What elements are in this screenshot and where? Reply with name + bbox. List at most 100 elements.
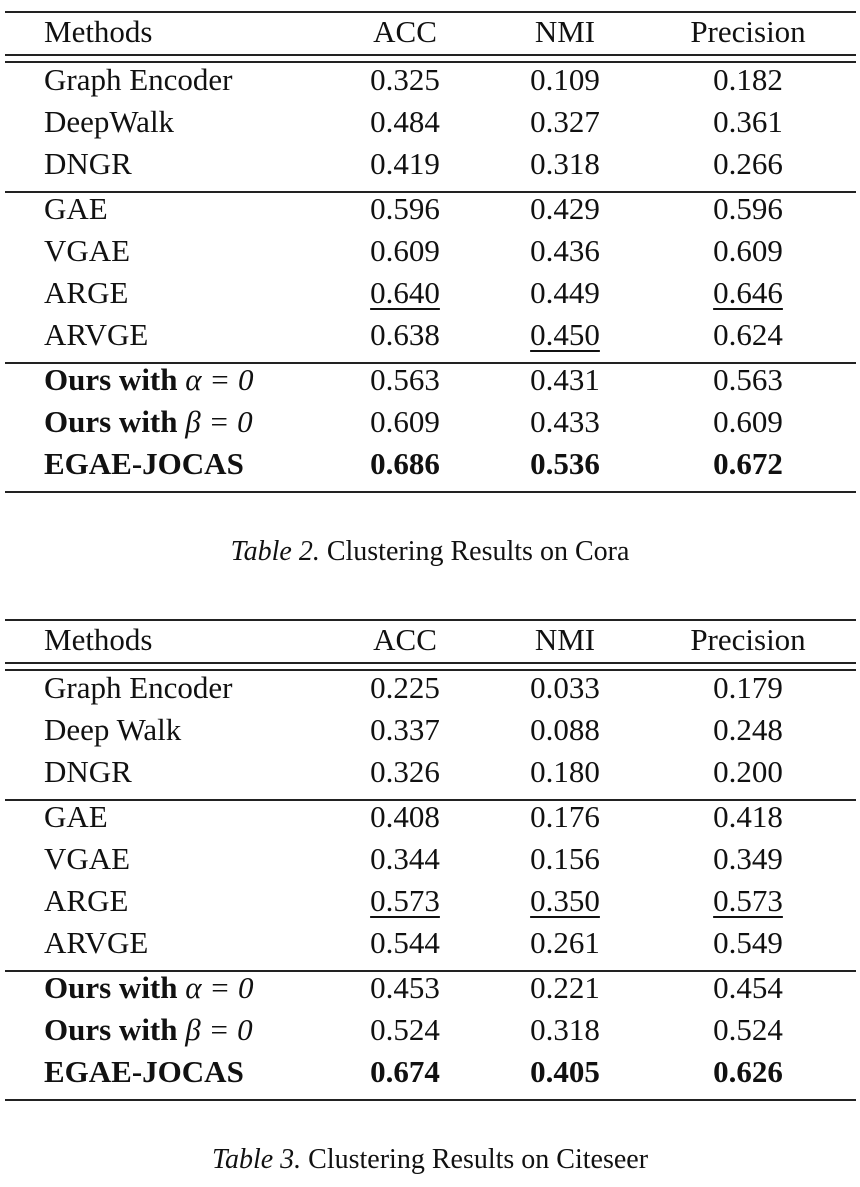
metric-value: 0.563	[713, 362, 783, 397]
metric-value: 0.361	[713, 104, 783, 139]
metric-value: 0.573	[370, 883, 440, 918]
method-label: DeepWalk	[44, 104, 175, 139]
column-header: Precision	[690, 622, 806, 657]
metric-value: 0.624	[713, 317, 783, 352]
metric-value: 0.344	[370, 841, 440, 876]
metric-value: 0.261	[530, 925, 600, 960]
table-rule	[5, 970, 856, 972]
table-rule	[5, 54, 856, 56]
method-name: EGAE-JOCAS	[44, 1054, 244, 1090]
column-header: Precision	[690, 14, 806, 49]
method-condition: α = 0	[185, 362, 254, 397]
metric-value: 0.408	[370, 799, 440, 834]
method-name: Ours with β = 0	[44, 404, 253, 440]
method-name: ARGE	[44, 883, 128, 919]
metric-value: 0.638	[370, 317, 440, 352]
metric-value: 0.182	[713, 62, 783, 97]
metric-value: 0.454	[713, 970, 783, 1005]
metric-value: 0.156	[530, 841, 600, 876]
metric-value: 0.524	[713, 1012, 783, 1047]
method-label: Deep Walk	[44, 712, 182, 747]
table-rule	[5, 669, 856, 671]
method-label: DNGR	[44, 754, 132, 789]
metric-value: 0.033	[530, 670, 600, 705]
metric-value: 0.609	[713, 233, 783, 268]
table-rule	[5, 491, 856, 493]
metric-value: 0.176	[530, 799, 600, 834]
method-label: VGAE	[44, 841, 131, 876]
method-name: VGAE	[44, 841, 130, 877]
method-label: EGAE-JOCAS	[44, 1054, 244, 1089]
column-header: Methods	[44, 14, 153, 49]
method-label: EGAE-JOCAS	[44, 446, 244, 481]
metric-value: 0.349	[713, 841, 783, 876]
table-rule	[5, 362, 856, 364]
method-label: Ours with	[44, 362, 178, 397]
metric-value: 0.646	[713, 275, 783, 310]
method-name: Graph Encoder	[44, 670, 233, 706]
metric-value: 0.200	[713, 754, 783, 789]
metric-value: 0.431	[530, 362, 600, 397]
metric-value: 0.563	[370, 362, 440, 397]
metric-value: 0.318	[530, 146, 600, 181]
table-rule	[5, 1099, 856, 1101]
metric-value: 0.609	[370, 404, 440, 439]
method-name: GAE	[44, 799, 108, 835]
method-condition: β = 0	[185, 1012, 253, 1047]
metric-value: 0.674	[370, 1054, 440, 1089]
table-rule	[5, 61, 856, 63]
column-header: NMI	[534, 622, 596, 657]
method-name: GAE	[44, 191, 108, 227]
caption-text: Clustering Results on Cora	[326, 536, 630, 567]
metric-value: 0.573	[713, 883, 783, 918]
metric-value: 0.449	[530, 275, 600, 310]
metric-value: 0.225	[370, 670, 440, 705]
column-header: ACC	[373, 14, 437, 49]
metric-value: 0.544	[370, 925, 440, 960]
metric-value: 0.436	[530, 233, 600, 268]
metric-value: 0.337	[370, 712, 440, 747]
table-rule	[5, 662, 856, 664]
method-label: GAE	[44, 191, 108, 226]
metric-value: 0.626	[713, 1054, 783, 1089]
method-name: ARGE	[44, 275, 128, 311]
method-label: Ours with	[44, 404, 178, 439]
caption-text: Clustering Results on Citeseer	[308, 1144, 649, 1175]
table-rule	[5, 799, 856, 801]
metric-value: 0.524	[370, 1012, 440, 1047]
table-rule	[5, 11, 856, 13]
method-name: Ours with α = 0	[44, 970, 253, 1006]
table-caption: Table 2. Clustering Results on Cora	[0, 536, 860, 568]
metric-value: 0.433	[530, 404, 600, 439]
method-label: DNGR	[44, 146, 132, 181]
method-name: DNGR	[44, 146, 132, 182]
metric-value: 0.248	[713, 712, 783, 747]
caption-label: Table 2.	[230, 536, 320, 567]
method-label: ARGE	[44, 883, 129, 918]
column-header: Methods	[44, 622, 153, 657]
method-name: Ours with β = 0	[44, 1012, 253, 1048]
table-rule	[5, 619, 856, 621]
metric-value: 0.180	[530, 754, 600, 789]
metric-value: 0.088	[530, 712, 600, 747]
metric-value: 0.536	[530, 446, 600, 481]
metric-value: 0.484	[370, 104, 440, 139]
metric-value: 0.609	[713, 404, 783, 439]
method-label: VGAE	[44, 233, 131, 268]
metric-value: 0.109	[530, 62, 600, 97]
metric-value: 0.325	[370, 62, 440, 97]
metric-value: 0.450	[530, 317, 600, 352]
method-label: Ours with	[44, 970, 178, 1005]
method-label: Graph Encoder	[44, 670, 233, 705]
method-name: Graph Encoder	[44, 62, 233, 98]
method-label: ARGE	[44, 275, 129, 310]
method-condition: α = 0	[185, 970, 254, 1005]
method-name: Ours with α = 0	[44, 362, 253, 398]
metric-value: 0.221	[530, 970, 600, 1005]
metric-value: 0.453	[370, 970, 440, 1005]
metric-value: 0.418	[713, 799, 783, 834]
metric-value: 0.318	[530, 1012, 600, 1047]
metric-value: 0.327	[530, 104, 600, 139]
method-name: Deep Walk	[44, 712, 181, 748]
column-header: NMI	[534, 14, 596, 49]
